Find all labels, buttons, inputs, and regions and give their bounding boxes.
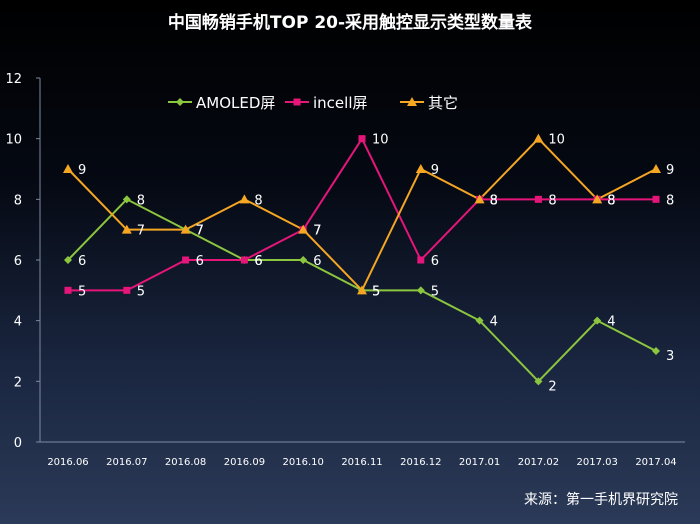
- data-label-2: 7: [313, 224, 321, 239]
- data-point-2: [651, 164, 661, 173]
- y-tick-label: 2: [14, 375, 22, 390]
- data-point-0: [593, 316, 602, 325]
- data-point-0: [64, 256, 72, 264]
- data-label-2: 5: [372, 284, 380, 299]
- data-label-0: 6: [254, 254, 262, 269]
- data-point-1: [417, 256, 425, 264]
- data-point-2: [298, 224, 309, 234]
- data-label-2: 8: [490, 193, 498, 208]
- data-label-0: 6: [78, 254, 86, 269]
- data-label-0: 6: [313, 254, 321, 269]
- data-label-1: 5: [78, 284, 86, 299]
- data-label-0: 8: [137, 193, 145, 208]
- data-label-0: 5: [431, 284, 439, 299]
- y-tick-label: 6: [14, 254, 22, 269]
- legend-label-0: AMOLED屏: [196, 94, 275, 112]
- data-label-1: 8: [666, 193, 674, 208]
- data-label-0: 4: [490, 315, 498, 330]
- data-label-1: 8: [548, 193, 556, 208]
- data-point-0: [652, 347, 660, 355]
- data-label-1: 10: [372, 133, 389, 148]
- data-point-2: [121, 224, 132, 234]
- y-tick-label: 8: [14, 193, 22, 208]
- data-point-0: [475, 316, 484, 325]
- x-tick-label: 2016.07: [106, 457, 147, 468]
- x-tick-label: 2016.11: [341, 457, 382, 468]
- data-label-2: 7: [196, 224, 204, 239]
- data-point-0: [534, 377, 543, 386]
- data-label-1: 5: [137, 284, 145, 299]
- data-point-2: [180, 224, 191, 234]
- x-tick-label: 2016.10: [283, 457, 324, 468]
- legend-label-1: incell屏: [313, 94, 368, 112]
- data-point-2: [63, 164, 73, 173]
- data-point-2: [533, 133, 544, 143]
- x-tick-label: 2016.09: [224, 457, 265, 468]
- data-label-0: 7: [196, 224, 204, 239]
- data-label-0: 2: [548, 379, 556, 394]
- legend-marker-0: [176, 98, 184, 106]
- data-point-0: [299, 256, 308, 264]
- data-point-1: [534, 195, 542, 203]
- x-tick-label: 2016.08: [165, 457, 206, 468]
- chart-title: 中国畅销手机TOP 20-采用触控显示类型数量表: [167, 13, 533, 33]
- data-point-0: [416, 286, 425, 295]
- data-point-1: [240, 256, 248, 264]
- y-tick-label: 0: [14, 436, 22, 451]
- data-point-1: [652, 195, 660, 203]
- x-tick-label: 2017.03: [577, 457, 618, 468]
- x-tick-label: 2017.01: [459, 457, 500, 468]
- data-point-1: [182, 256, 190, 264]
- legend-marker-2: [407, 97, 417, 106]
- x-tick-label: 2016.06: [47, 457, 88, 468]
- data-label-1: 7: [313, 224, 321, 239]
- data-label-1: 6: [254, 254, 262, 269]
- data-label-1: 8: [607, 193, 615, 208]
- data-point-2: [239, 194, 250, 204]
- data-point-1: [123, 286, 131, 294]
- data-label-1: 8: [490, 193, 498, 208]
- source-note: 来源：第一手机界研究院: [524, 492, 678, 508]
- data-label-2: 8: [254, 193, 262, 208]
- data-point-1: [358, 135, 366, 143]
- data-label-2: 9: [666, 163, 674, 178]
- data-label-2: 9: [431, 163, 439, 178]
- y-tick-label: 10: [5, 133, 22, 148]
- data-point-2: [415, 164, 426, 173]
- x-tick-label: 2016.12: [400, 457, 441, 468]
- data-label-1: 6: [196, 254, 204, 269]
- y-tick-label: 12: [5, 72, 22, 87]
- data-label-0: 5: [372, 284, 380, 299]
- data-label-2: 10: [548, 133, 565, 148]
- x-tick-label: 2017.04: [635, 457, 676, 468]
- y-tick-label: 4: [14, 315, 22, 330]
- data-label-2: 7: [137, 224, 145, 239]
- data-point-2: [357, 285, 367, 295]
- data-label-1: 6: [431, 254, 439, 269]
- data-label-0: 3: [666, 349, 674, 364]
- data-point-2: [474, 194, 485, 204]
- data-point-1: [64, 286, 72, 294]
- data-point-2: [592, 194, 603, 204]
- data-label-2: 8: [607, 193, 615, 208]
- data-point-0: [122, 195, 131, 204]
- legend-marker-1: [293, 98, 301, 106]
- x-tick-label: 2017.02: [518, 457, 559, 468]
- data-label-2: 9: [78, 163, 86, 178]
- data-label-0: 4: [607, 315, 615, 330]
- legend-label-2: 其它: [428, 94, 458, 112]
